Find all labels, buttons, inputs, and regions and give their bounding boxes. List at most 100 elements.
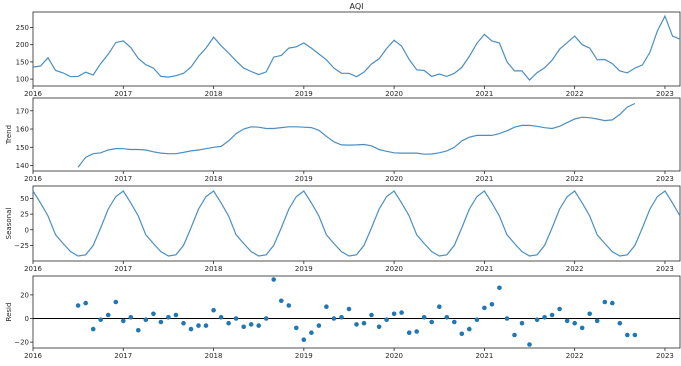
panel-0-xtick-label: 2022 [566, 90, 584, 98]
resid-point [263, 316, 269, 321]
resid-point [181, 320, 186, 326]
resid-point [105, 312, 111, 318]
panel-1-xtick-label: 2020 [385, 175, 403, 183]
panel-0-xtick-label: 2016 [24, 90, 42, 98]
resid-point [136, 328, 141, 333]
resid-point [218, 315, 224, 320]
panel-2-frame [32, 185, 681, 262]
resid-point [361, 320, 367, 326]
resid-point [294, 325, 299, 331]
panel-0-xtick-label: 2018 [205, 90, 223, 98]
panel-1-xtick-label: 2018 [205, 175, 223, 183]
panel-1-series-line [77, 102, 636, 168]
resid-point [151, 311, 156, 317]
resid-point [489, 302, 495, 307]
panel-2-xtick-label: 2023 [656, 265, 674, 273]
panel-3-xtick-label: 2019 [295, 352, 313, 360]
resid-point [233, 316, 239, 321]
resid-point [226, 320, 231, 326]
resid-point [610, 300, 615, 306]
resid-point [369, 312, 374, 318]
panel-1-xtick-label: 2017 [114, 175, 132, 183]
resid-point [354, 322, 359, 327]
panel-3-xtick-label: 2022 [566, 352, 584, 360]
resid-point [391, 311, 397, 317]
panel-2-ytick-label: 25 [20, 211, 29, 219]
resid-point [587, 311, 592, 317]
panel-1-ylabel: Trend [5, 125, 13, 145]
resid-point [166, 315, 171, 320]
panel-2-xtick-label: 2020 [385, 265, 403, 273]
resid-point [557, 306, 562, 312]
panel-1-xtick-label: 2016 [24, 175, 42, 183]
panel-0-ytick-label: 100 [16, 76, 29, 84]
resid-point [241, 324, 246, 330]
resid-point [331, 316, 337, 321]
resid-point [158, 319, 164, 325]
resid-point [474, 317, 480, 323]
resid-point [467, 326, 472, 332]
resid-point [83, 300, 88, 306]
resid-point [527, 342, 532, 347]
panel-1-ytick-label: 140 [16, 162, 29, 170]
panel-2-xtick-label: 2022 [566, 265, 584, 273]
resid-point [549, 312, 555, 318]
resid-point [173, 312, 179, 318]
panel-3-xtick-label: 2016 [24, 352, 42, 360]
panel-1-ytick-label: 160 [16, 126, 29, 134]
resid-point [376, 324, 382, 330]
resid-point [248, 322, 254, 327]
panel-0-ytick-label: 150 [16, 58, 29, 66]
resid-point [279, 298, 284, 304]
resid-point [143, 317, 149, 323]
panel-3-ytick-label: 0 [25, 315, 29, 323]
resid-point [542, 315, 547, 320]
resid-point [75, 303, 81, 308]
resid-point [452, 319, 457, 325]
panel-1-xtick-label: 2022 [566, 175, 584, 183]
resid-point [429, 319, 435, 325]
resid-point [617, 320, 623, 326]
panel-2-xtick-label: 2016 [24, 265, 42, 273]
resid-point [504, 316, 510, 321]
panel-1-ytick-label: 150 [16, 144, 29, 152]
panel-0-series-line [32, 14, 681, 81]
resid-point [286, 303, 292, 308]
resid-point [564, 318, 570, 324]
resid-point [324, 304, 329, 310]
resid-point [579, 325, 585, 331]
resid-point [512, 332, 517, 338]
panel-0-xtick-label: 2019 [295, 90, 313, 98]
resid-point [309, 330, 314, 336]
resid-point [98, 317, 103, 323]
panel-2-ytick-label: 50 [20, 195, 29, 203]
panel-1-xtick-label: 2019 [295, 175, 313, 183]
resid-point [482, 305, 487, 311]
panel-2-ytick-label: 0 [25, 226, 29, 234]
resid-point [256, 323, 262, 328]
resid-point [534, 317, 540, 323]
resid-point [594, 318, 600, 324]
panel-3-ylabel: Resid [5, 303, 13, 322]
resid-point [271, 277, 277, 282]
panel-0-xtick-label: 2020 [385, 90, 403, 98]
panel-2-xtick-label: 2021 [475, 265, 493, 273]
resid-point [346, 306, 352, 312]
panel-1-xtick-label: 2023 [656, 175, 674, 183]
panel-3-ytick-label: 20 [20, 291, 29, 299]
panel-2-xtick-label: 2019 [295, 265, 313, 273]
resid-point [128, 315, 134, 320]
resid-point [113, 299, 119, 305]
panel-3-xtick-label: 2023 [656, 352, 674, 360]
panel-3-ytick-label: −20 [14, 339, 29, 347]
resid-point [188, 326, 194, 332]
panel-1-frame [32, 97, 681, 172]
resid-point [497, 285, 502, 291]
resid-point [459, 331, 465, 337]
resid-point [196, 323, 201, 328]
panel-2-ylabel: Seasonal [5, 208, 13, 240]
resid-point [444, 315, 450, 320]
resid-point [572, 320, 577, 326]
resid-point [414, 329, 420, 334]
